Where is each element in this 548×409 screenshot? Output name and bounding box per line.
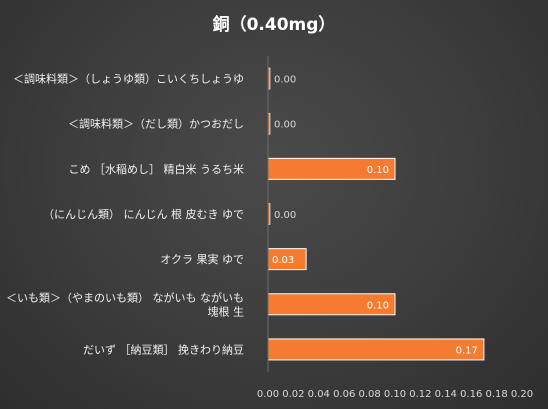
data-label: 0.10 [367,300,389,311]
category-label-line: ＜調味料類＞（だし類）かつおだし [68,117,244,131]
x-tick-label: 0.02 [282,389,304,400]
x-tick-label: 0.18 [485,389,507,400]
x-tick-label: 0.12 [409,389,431,400]
data-label: 0.03 [272,255,294,266]
x-tick-label: 0.14 [435,389,457,400]
category-label: ＜いも類＞（やまのいも類） ながいも ながいも塊根 生 [6,290,244,318]
data-label: 0.00 [274,210,296,221]
data-label: 0.00 [274,75,296,86]
x-tick-label: 0.04 [308,389,330,400]
data-labels: 0.00 0.00 0.10 0.00 0.03 0.10 0.17 [272,75,478,357]
category-label-line: ＜調味料類＞（しょうゆ類）こいくちしょうゆ [13,72,244,86]
x-tick-label: 0.06 [333,389,355,400]
x-tick-label: 0.00 [257,389,279,400]
x-tick-label: 0.20 [511,389,533,400]
category-label: オクラ 果実 ゆで [160,252,244,266]
category-label-line: ＜いも類＞（やまのいも類） ながいも ながいも [6,290,244,304]
category-label: だいず ［納豆類］ 挽きわり納豆 [83,342,244,356]
data-label: 0.10 [367,165,389,176]
x-axis-ticks: 0.00 0.02 0.04 0.06 0.08 0.10 0.12 0.14 0.16 0.18… [257,389,533,400]
category-label-line: こめ ［水稲めし］ 精白米 うるち米 [69,162,245,176]
category-label: ＜調味料類＞（だし類）かつおだし [68,117,244,131]
bar [267,338,485,361]
category-labels: ＜調味料類＞（しょうゆ類）こいくちしょうゆ ＜調味料類＞（だし類）かつおだしこめ … [6,72,244,357]
category-label: ＜調味料類＞（しょうゆ類）こいくちしょうゆ [13,72,244,86]
data-label: 0.00 [274,120,296,131]
x-tick-label: 0.08 [358,389,380,400]
category-label: （にんじん類） にんじん 根 皮むき ゆで [43,207,244,221]
category-label-line: オクラ 果実 ゆで [160,252,244,266]
x-tick-label: 0.10 [384,389,406,400]
data-label: 0.17 [456,345,478,356]
category-label-line: だいず ［納豆類］ 挽きわり納豆 [83,342,244,356]
chart-title: 銅（0.40mg） [213,14,336,35]
category-label: こめ ［水稲めし］ 精白米 うるち米 [69,162,245,176]
bars [267,67,485,361]
category-label-line: 塊根 生 [208,304,245,318]
x-tick-label: 0.16 [460,389,482,400]
category-label-line: （にんじん類） にんじん 根 皮むき ゆで [43,207,244,221]
